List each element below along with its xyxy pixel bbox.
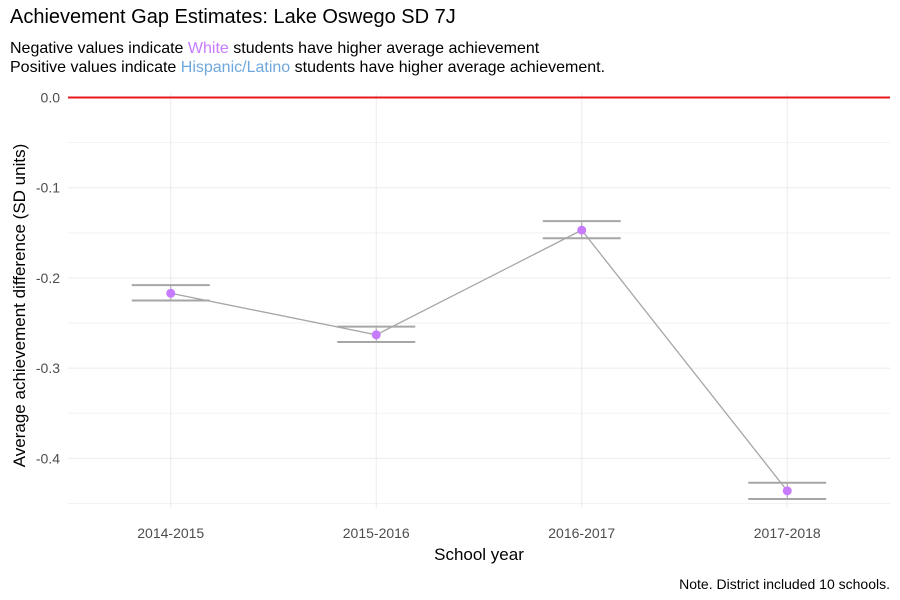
y-tick-label: -0.4 [36,450,60,466]
x-tick-label: 2014-2015 [137,525,204,541]
subtitle-line-2: Positive values indicate Hispanic/Latino… [10,59,605,77]
subtitle-line-1: Negative values indicate White students … [10,40,539,58]
data-point [577,225,587,235]
data-point [371,330,381,340]
y-tick-label: -0.2 [36,270,60,286]
data-point [782,486,792,496]
chart-title: Achievement Gap Estimates: Lake Oswego S… [10,6,456,28]
y-tick-label: -0.1 [36,180,60,196]
series-line [170,229,788,492]
subtitle-1-before: Negative values indicate [10,40,188,57]
y-tick-label: 0.0 [41,90,61,106]
y-tick-label: -0.3 [36,360,60,376]
chart-caption: Note. District included 10 schools. [679,576,890,592]
x-tick-label: 2016-2017 [548,525,615,541]
data-point [166,288,176,298]
subtitle-2-after: students have higher average achievement… [290,59,606,76]
x-tick-label: 2017-2018 [754,525,821,541]
x-tick-label: 2015-2016 [343,525,410,541]
y-axis-title: Average achievement difference (SD units… [10,144,29,468]
subtitle-2-before: Positive values indicate [10,59,181,76]
subtitle-1-after: students have higher average achievement [228,40,540,57]
subtitle-1-highlight: White [187,40,229,57]
x-axis-title: School year [434,545,524,564]
subtitle-2-highlight: Hispanic/Latino [180,59,291,76]
